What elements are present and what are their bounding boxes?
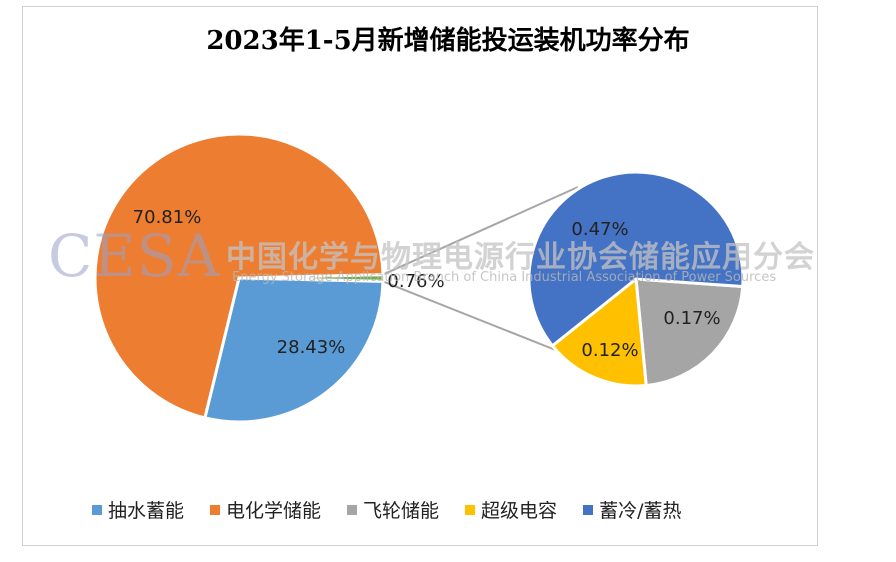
slice-pumped-hydro <box>203 276 385 424</box>
legend: 抽水蓄能 电化学储能 飞轮储能 超级电容 蓄冷/蓄热 <box>92 496 681 523</box>
watermark-org-cn: 中国化学与物理电源行业协会储能应用分会 <box>226 240 815 275</box>
legend-swatch <box>465 504 476 515</box>
data-label-flywheel: 0.17% <box>663 308 720 329</box>
data-labels: 70.81% 28.43% 0.76% 0.47% 0.17% 0.12% <box>133 207 721 361</box>
legend-label: 飞轮储能 <box>363 500 440 522</box>
connector-lines <box>382 186 579 352</box>
legend-item: 超级电容 <box>465 496 557 523</box>
slice-supercapacitor <box>550 276 648 388</box>
legend-label: 抽水蓄能 <box>108 500 185 522</box>
legend-swatch <box>92 504 102 515</box>
legend-item: 飞轮储能 <box>347 496 439 523</box>
legend-swatch <box>583 504 594 515</box>
legend-label: 超级电容 <box>481 500 558 522</box>
legend-label: 电化学储能 <box>226 500 322 522</box>
slice-electrochemical <box>93 132 385 420</box>
secondary-pie <box>527 170 745 388</box>
legend-item: 蓄冷/蓄热 <box>583 496 681 523</box>
legend-item: 抽水蓄能 <box>92 496 184 523</box>
legend-swatch <box>210 504 221 515</box>
slice-flywheel <box>634 277 745 388</box>
data-label-supercapacitor: 0.12% <box>581 340 638 361</box>
chart-title: 2023年1-5月新增储能投运装机功率分布 <box>206 26 690 56</box>
legend-item: 电化学储能 <box>210 496 321 523</box>
watermark-org-en: Energy Storage Application Branch of Chi… <box>232 270 777 285</box>
slice-thermal-storage <box>527 170 745 348</box>
data-label-other: 0.76% <box>387 271 444 292</box>
connector-line-top <box>382 186 579 276</box>
legend-swatch <box>347 504 358 515</box>
data-label-thermal-storage: 0.47% <box>571 219 628 240</box>
watermark-logo: CESA <box>48 222 221 290</box>
main-pie <box>93 132 385 424</box>
legend-label: 蓄冷/蓄热 <box>599 500 682 522</box>
data-label-electrochemical: 70.81% <box>133 207 202 228</box>
connector-line-bottom <box>382 280 559 352</box>
data-label-pumped-hydro: 28.43% <box>277 337 346 358</box>
